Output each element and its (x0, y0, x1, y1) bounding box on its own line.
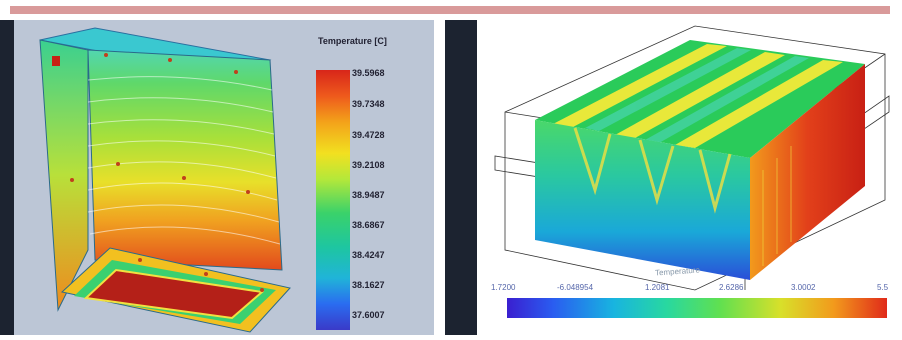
battery-pack-3d-model (494, 25, 890, 291)
left-thermal-simulation-panel: Temperature [C] 39.5968 39.7348 39.4728 … (0, 20, 440, 335)
right-scale-label: 3.0002 (791, 283, 816, 292)
top-decorative-bar (10, 6, 890, 14)
right-dark-edge (445, 20, 477, 335)
right-scale-label: -6.048954 (557, 283, 594, 292)
right-scale-label: 1.7200 (491, 283, 516, 292)
left-legend-tick: 39.2108 (352, 160, 385, 170)
left-legend-tick: 38.6867 (352, 220, 385, 230)
right-color-scale-bar (507, 298, 887, 318)
right-scale-label: 5.5 (877, 283, 889, 292)
enclosure-3d-model (39, 27, 291, 333)
right-scale-label: 1.2081 (645, 283, 670, 292)
left-legend-tick: 38.1627 (352, 280, 385, 290)
left-legend-tick: 39.4728 (352, 130, 385, 140)
left-legend-title: Temperature [C] (318, 36, 387, 46)
left-legend-tick: 38.4247 (352, 250, 385, 260)
left-legend-tick: 39.5968 (352, 68, 385, 78)
right-thermal-simulation-panel: Temperature 1.7200 -6.048954 1.2081 2.62… (445, 20, 902, 335)
left-legend-tick: 39.7348 (352, 99, 385, 109)
left-dark-edge (0, 20, 14, 335)
left-legend-tick: 38.9487 (352, 190, 385, 200)
left-legend-tick: 37.6007 (352, 310, 385, 320)
right-scale-label: 2.6286 (719, 283, 744, 292)
left-color-scale-bar (316, 70, 350, 330)
